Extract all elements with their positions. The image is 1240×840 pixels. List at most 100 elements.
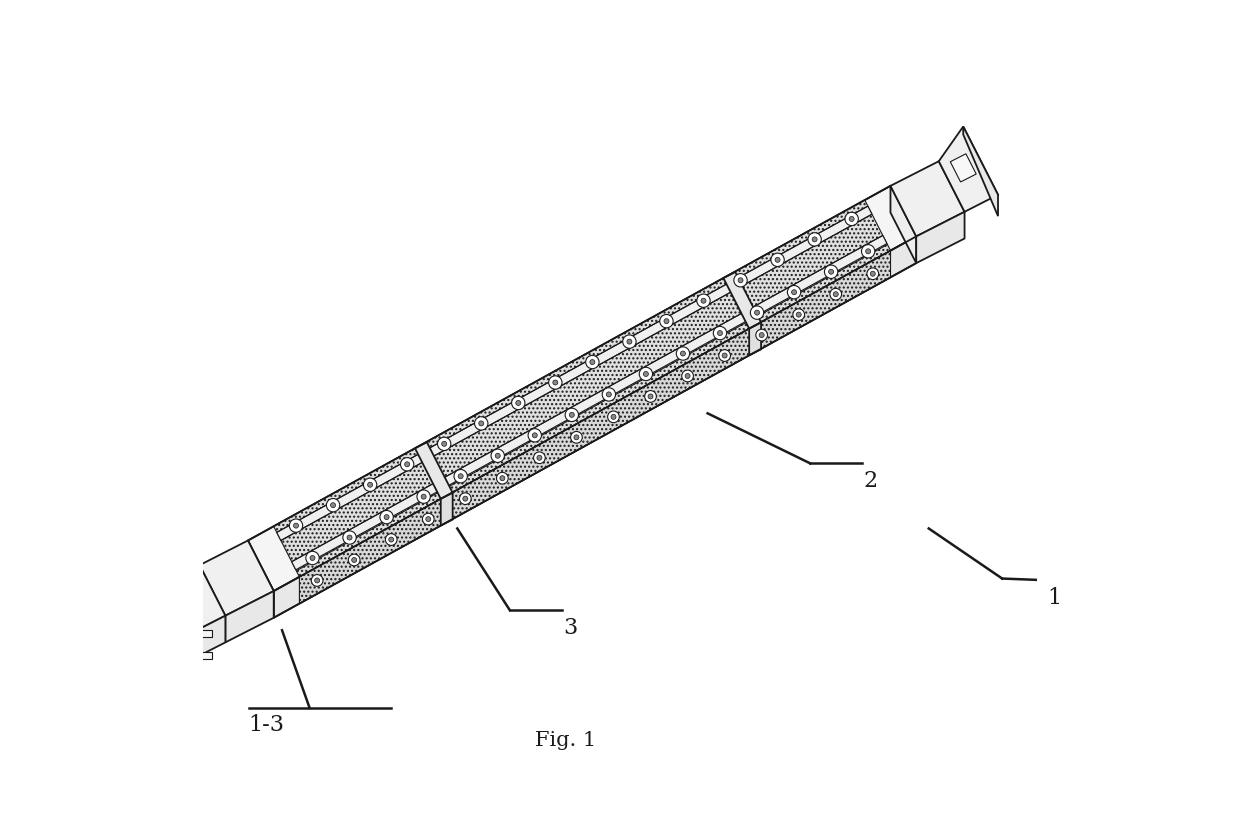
Circle shape: [491, 449, 505, 463]
Polygon shape: [150, 569, 185, 664]
Circle shape: [722, 353, 727, 358]
Circle shape: [289, 519, 303, 533]
Circle shape: [512, 396, 525, 410]
Polygon shape: [248, 540, 274, 617]
Circle shape: [570, 432, 583, 444]
Circle shape: [603, 388, 615, 401]
Circle shape: [828, 270, 833, 274]
Circle shape: [738, 278, 743, 283]
Circle shape: [866, 249, 870, 254]
Text: 1: 1: [1048, 587, 1061, 609]
Polygon shape: [185, 616, 226, 664]
Circle shape: [404, 462, 409, 467]
Circle shape: [682, 370, 693, 382]
Circle shape: [663, 318, 668, 323]
Circle shape: [388, 537, 394, 542]
Polygon shape: [950, 154, 976, 182]
Circle shape: [649, 394, 653, 399]
Text: 1-3: 1-3: [249, 714, 285, 736]
Circle shape: [479, 421, 484, 426]
Circle shape: [423, 513, 434, 525]
Circle shape: [787, 286, 801, 299]
Circle shape: [379, 511, 393, 524]
Circle shape: [812, 237, 817, 242]
Text: 3: 3: [563, 617, 578, 639]
Polygon shape: [274, 236, 916, 617]
Circle shape: [862, 244, 875, 258]
Circle shape: [500, 475, 505, 480]
Polygon shape: [274, 200, 890, 577]
Circle shape: [585, 355, 599, 369]
Circle shape: [825, 265, 838, 278]
Circle shape: [660, 314, 673, 328]
Text: 2: 2: [863, 470, 878, 492]
Circle shape: [627, 339, 632, 344]
Circle shape: [775, 257, 780, 262]
Circle shape: [639, 367, 652, 381]
Circle shape: [754, 310, 760, 315]
Circle shape: [528, 428, 542, 442]
Circle shape: [611, 414, 616, 419]
Circle shape: [565, 408, 579, 422]
Circle shape: [454, 470, 467, 483]
Circle shape: [343, 531, 356, 544]
Circle shape: [326, 498, 340, 512]
Circle shape: [537, 455, 542, 460]
Circle shape: [331, 502, 336, 507]
Circle shape: [833, 291, 838, 297]
Polygon shape: [193, 652, 212, 659]
Circle shape: [311, 575, 322, 586]
Circle shape: [622, 335, 636, 349]
Circle shape: [771, 253, 784, 266]
Polygon shape: [193, 630, 212, 637]
Polygon shape: [890, 161, 965, 236]
Circle shape: [348, 554, 360, 566]
Polygon shape: [440, 493, 453, 526]
Circle shape: [791, 290, 796, 295]
Circle shape: [347, 535, 352, 540]
Circle shape: [849, 217, 854, 222]
Circle shape: [750, 306, 764, 319]
Polygon shape: [248, 186, 916, 591]
Polygon shape: [963, 127, 998, 216]
Circle shape: [697, 294, 711, 307]
Circle shape: [475, 417, 487, 430]
Circle shape: [306, 551, 319, 564]
Polygon shape: [890, 186, 916, 263]
Circle shape: [425, 517, 430, 522]
Circle shape: [422, 494, 427, 499]
Circle shape: [756, 329, 768, 341]
Polygon shape: [150, 565, 226, 637]
Circle shape: [681, 351, 686, 356]
Circle shape: [719, 349, 730, 361]
Circle shape: [796, 312, 801, 318]
Circle shape: [417, 490, 430, 503]
Circle shape: [608, 411, 619, 423]
Circle shape: [553, 380, 558, 385]
Circle shape: [870, 271, 875, 276]
Polygon shape: [749, 323, 761, 355]
Circle shape: [701, 298, 706, 303]
Circle shape: [574, 435, 579, 440]
Polygon shape: [226, 591, 274, 643]
Circle shape: [808, 233, 821, 246]
Circle shape: [315, 578, 320, 583]
Circle shape: [734, 274, 748, 287]
Circle shape: [384, 515, 389, 520]
Circle shape: [463, 496, 467, 501]
Polygon shape: [277, 206, 872, 540]
Circle shape: [496, 472, 508, 484]
Text: Fig. 1: Fig. 1: [536, 731, 596, 749]
Circle shape: [310, 555, 315, 560]
Circle shape: [867, 268, 879, 280]
Circle shape: [569, 412, 574, 417]
Polygon shape: [299, 250, 890, 604]
Polygon shape: [415, 442, 453, 499]
Circle shape: [644, 371, 649, 376]
Circle shape: [830, 288, 842, 300]
Circle shape: [363, 478, 377, 491]
Circle shape: [458, 474, 464, 479]
Circle shape: [460, 493, 471, 505]
Circle shape: [548, 375, 562, 389]
Polygon shape: [916, 212, 965, 263]
